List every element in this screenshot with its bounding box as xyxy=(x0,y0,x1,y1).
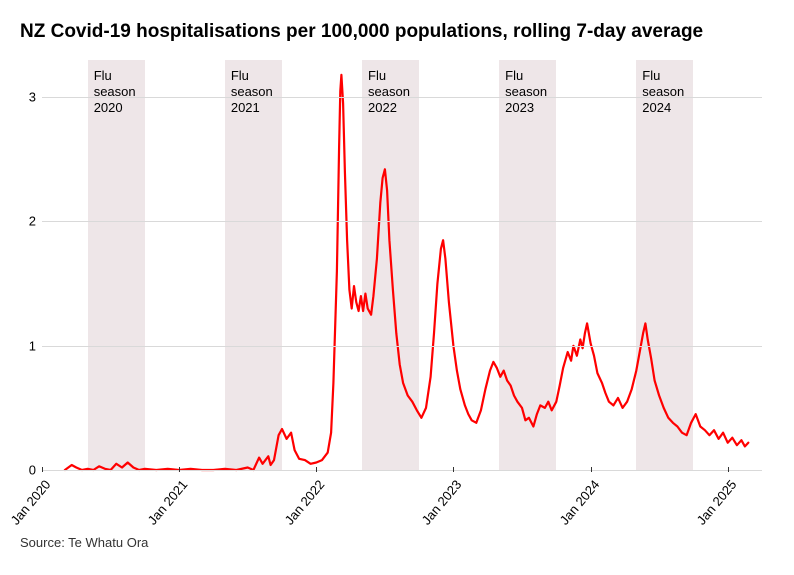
x-tick-label: Jan 2020 xyxy=(8,477,54,528)
y-axis: 0123 xyxy=(20,60,42,470)
y-tick-label: 3 xyxy=(29,90,36,105)
gridline xyxy=(42,221,762,222)
x-tickmark xyxy=(316,467,317,472)
gridline xyxy=(42,346,762,347)
plot-row: 0123 Flu season 2024Flu season 2023Flu s… xyxy=(20,60,774,471)
y-tick-label: 1 xyxy=(29,338,36,353)
x-tickmark xyxy=(179,467,180,472)
x-tickmark xyxy=(591,467,592,472)
y-tick-label: 0 xyxy=(29,462,36,477)
plot-area: Flu season 2024Flu season 2023Flu season… xyxy=(42,60,762,471)
source-text: Source: Te Whatu Ora xyxy=(20,535,774,550)
data-line xyxy=(65,75,748,470)
x-axis: Jan 2020Jan 2021Jan 2022Jan 2023Jan 2024… xyxy=(42,471,762,531)
chart-container: NZ Covid-19 hospitalisations per 100,000… xyxy=(20,20,774,550)
gridline xyxy=(42,97,762,98)
x-tick-label: Jan 2022 xyxy=(282,477,328,528)
x-tick-label: Jan 2024 xyxy=(556,477,602,528)
line-series xyxy=(42,60,762,470)
x-tickmark xyxy=(42,467,43,472)
chart-title: NZ Covid-19 hospitalisations per 100,000… xyxy=(20,20,774,44)
x-tickmark xyxy=(453,467,454,472)
y-tick-label: 2 xyxy=(29,214,36,229)
x-tick-label: Jan 2021 xyxy=(145,477,191,528)
x-tick-label: Jan 2025 xyxy=(693,477,739,528)
x-tickmark xyxy=(728,467,729,472)
x-tick-label: Jan 2023 xyxy=(419,477,465,528)
